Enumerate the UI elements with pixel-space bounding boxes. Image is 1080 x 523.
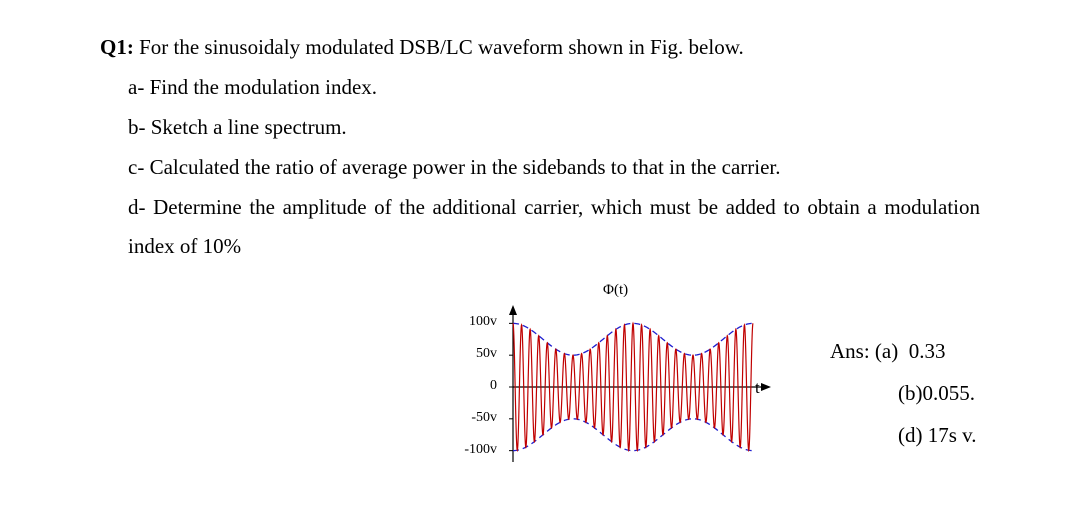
part-a: a- Find the modulation index. [100,68,980,108]
y-tick-label: 50v [455,346,497,362]
part-b: b- Sketch a line spectrum. [100,108,980,148]
question-label: Q1: [100,35,134,59]
answers-block: Ans: (a) 0.33 (b)0.055. (d) 17s v. [830,330,977,456]
part-c: c- Calculated the ratio of average power… [100,148,980,188]
question-stem-line: Q1: For the sinusoidaly modulated DSB/LC… [100,28,980,68]
part-d: d- Determine the amplitude of the additi… [100,188,980,268]
x-axis-label: t [755,378,760,398]
answer-a: Ans: (a) 0.33 [830,330,977,372]
y-tick-label: -50v [455,410,497,426]
answer-b: (b)0.055. [830,372,977,414]
y-tick-label: -100v [455,442,497,458]
waveform-plot [503,302,773,472]
question-stem: For the sinusoidaly modulated DSB/LC wav… [134,35,744,59]
y-axis-title: Φ(t) [603,282,628,299]
y-tick-label: 100v [455,314,497,330]
figure: Φ(t) 100v 50v 0 -50v -100v t [455,282,775,512]
page: Q1: For the sinusoidaly modulated DSB/LC… [0,0,1080,523]
y-tick-label: 0 [455,378,497,394]
answer-d: (d) 17s v. [830,414,977,456]
